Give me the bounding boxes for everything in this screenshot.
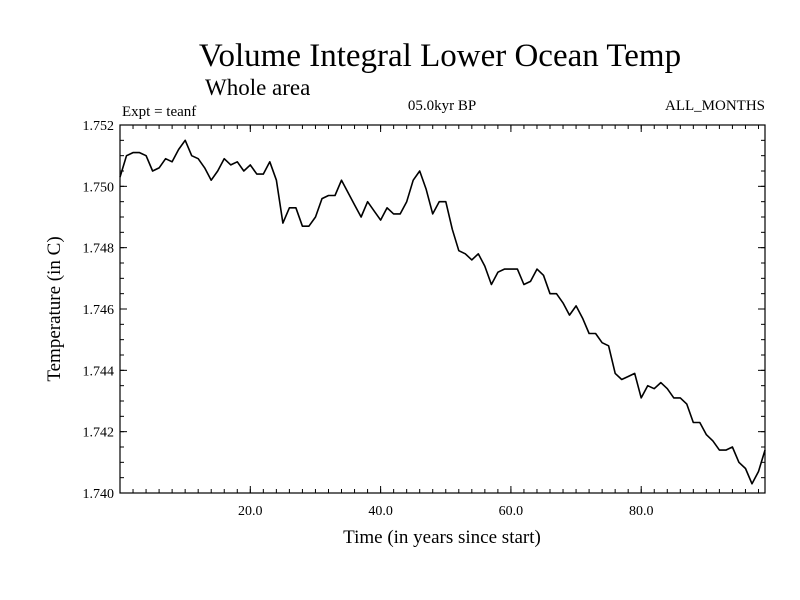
experiment-label: Expt = teanf (122, 104, 196, 120)
y-tick-label: 1.748 (83, 242, 115, 257)
plot-frame (119, 124, 766, 494)
chart-title: Volume Integral Lower Ocean Temp (199, 38, 681, 74)
y-tick-label: 1.742 (83, 426, 115, 441)
x-tick-label: 20.0 (238, 504, 263, 519)
y-tick-label: 1.740 (83, 487, 115, 502)
y-tick-label: 1.746 (83, 303, 115, 318)
y-tick-label: 1.744 (83, 364, 115, 379)
axis-ticks (120, 124, 765, 494)
y-tick-label: 1.750 (83, 180, 115, 195)
x-tick-label: 80.0 (629, 504, 654, 519)
x-tick-labels: 20.0 40.0 60.0 80.0 (238, 504, 653, 519)
y-axis-label: Temperature (in C) (44, 236, 65, 381)
y-tick-label: 1.752 (83, 119, 115, 134)
y-tick-labels: 1.740 1.742 1.744 1.746 1.748 1.750 1.752 (83, 119, 115, 502)
temperature-series-line (119, 139, 766, 485)
months-label: ALL_MONTHS (665, 98, 765, 114)
chart-subtitle: Whole area (205, 75, 310, 100)
x-tick-label: 60.0 (499, 504, 524, 519)
period-label: 05.0kyr BP (408, 98, 476, 114)
x-tick-label: 40.0 (368, 504, 393, 519)
x-axis-label: Time (in years since start) (343, 527, 541, 548)
